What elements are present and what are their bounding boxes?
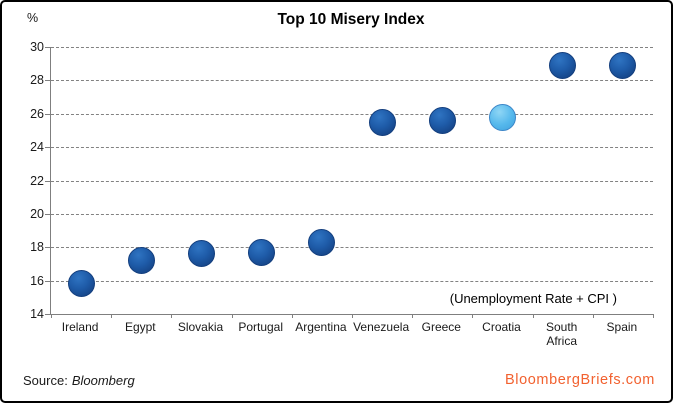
x-axis-category-label: Croatia (482, 320, 521, 334)
y-axis-tick (45, 247, 51, 249)
y-axis-tick-label: 18 (30, 240, 44, 255)
y-axis-tick (45, 180, 51, 182)
x-axis-category-label: Egypt (124, 320, 156, 334)
data-point-slovakia (188, 240, 215, 268)
y-axis-tick (45, 113, 51, 115)
y-axis-tick-label: 28 (30, 73, 44, 88)
y-axis-tick-label: 26 (30, 106, 44, 121)
data-point-argentina (308, 228, 336, 256)
y-axis-tick (45, 213, 51, 215)
x-axis-tick (231, 314, 233, 318)
x-axis-category-label: Greece (421, 320, 461, 334)
y-axis-tick-label: 24 (30, 140, 44, 155)
y-axis-tick-label: 22 (30, 173, 44, 188)
x-axis-tick (472, 314, 474, 318)
x-axis-tick (111, 314, 113, 318)
gridline (51, 180, 653, 182)
data-point-spain (609, 51, 637, 79)
x-axis-tick (653, 314, 654, 318)
plot-area: (Unemployment Rate + CPI ) (45, 47, 654, 318)
gridline (51, 47, 653, 48)
x-axis-tick (592, 314, 594, 318)
x-axis-tick (51, 314, 52, 318)
data-point-croatia (489, 103, 516, 131)
data-point-ireland (67, 270, 95, 298)
x-axis-category-label: South Africa (546, 320, 578, 348)
y-axis-tick (45, 80, 51, 82)
x-axis-tick (291, 314, 293, 318)
y-axis-tick-label: 16 (30, 273, 44, 288)
y-axis-tick-label: 20 (30, 206, 44, 221)
gridline (51, 247, 653, 249)
gridline (51, 147, 653, 149)
x-axis-category-label: Argentina (295, 320, 347, 334)
y-axis-tick-label: 30 (30, 40, 44, 54)
x-axis-category-label: Ireland (61, 320, 99, 334)
x-axis-tick (352, 314, 353, 318)
source-label: Source: Bloomberg (23, 373, 135, 388)
data-point-portugal (248, 238, 276, 266)
data-point-egypt (127, 247, 155, 275)
gridline (51, 80, 653, 82)
data-point-south-africa (549, 51, 577, 79)
x-axis-tick (171, 314, 173, 318)
gridline (51, 280, 653, 282)
data-point-greece (428, 106, 456, 134)
y-axis-tick (45, 314, 51, 315)
y-axis-tick (45, 47, 51, 48)
x-axis-tick (412, 314, 414, 318)
y-axis-tick (45, 147, 51, 149)
x-axis-tick (532, 314, 534, 318)
data-point-venezuela (368, 108, 396, 136)
y-axis-tick (45, 280, 51, 282)
chart-title: Top 10 Misery Index (277, 11, 425, 28)
chart-annotation: (Unemployment Rate + CPI ) (449, 291, 617, 306)
x-axis-category-label: Spain (606, 320, 638, 334)
y-axis-unit-label: % (27, 11, 39, 25)
y-axis-tick-label: 14 (30, 307, 44, 321)
gridline (51, 213, 653, 215)
x-axis-category-label: Slovakia (177, 320, 224, 334)
gridline (51, 113, 653, 115)
source-prefix: Source: (23, 373, 68, 388)
x-axis-category-label: Venezuela (353, 320, 410, 334)
brand-link[interactable]: BloombergBriefs.com (504, 372, 655, 388)
x-axis-category-label: Portugal (238, 320, 284, 334)
source-name: Bloomberg (71, 373, 135, 388)
